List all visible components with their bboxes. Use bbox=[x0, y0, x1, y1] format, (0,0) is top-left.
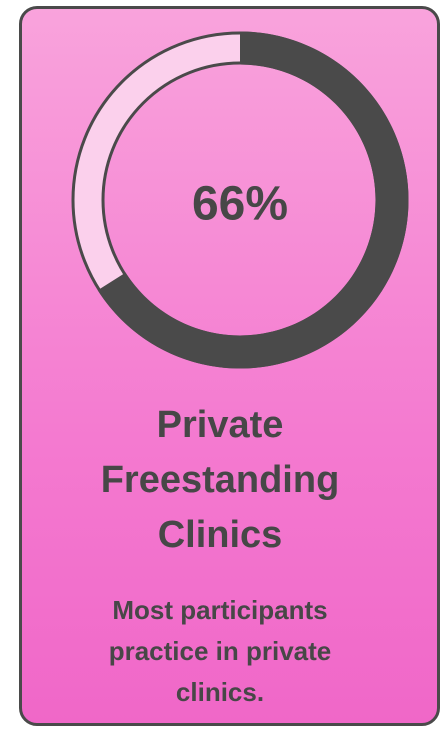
card-title: Private Freestanding Clinics bbox=[100, 404, 340, 556]
card-subtitle: Most participants practice in private cl… bbox=[108, 595, 332, 707]
value-label: 66% bbox=[192, 178, 288, 231]
